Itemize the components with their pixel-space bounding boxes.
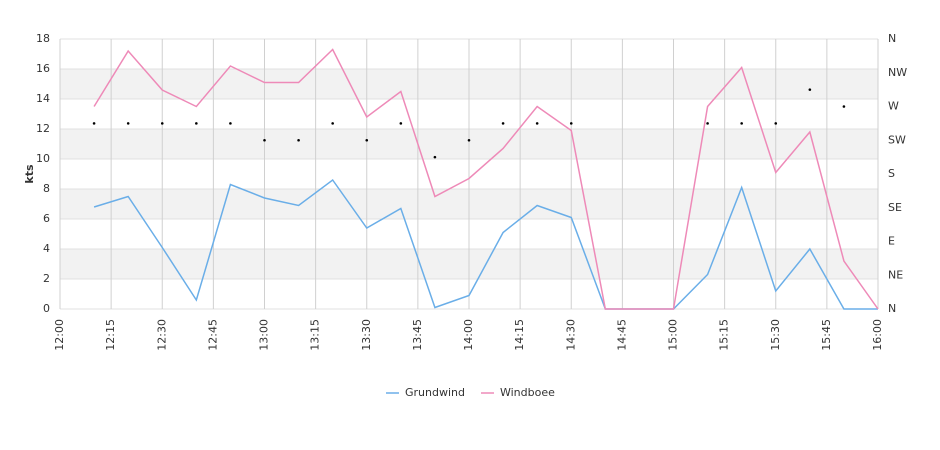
x-tick-label: 15:45: [820, 319, 833, 351]
x-tick-label: 12:30: [155, 319, 168, 351]
direction-dot: [535, 122, 539, 125]
direction-dot: [774, 122, 778, 125]
direction-dot: [195, 122, 198, 125]
legend-label: Windboee: [500, 386, 555, 399]
direction-dot: [331, 122, 334, 125]
direction-dot: [229, 122, 232, 125]
y-tick-label: 4: [43, 242, 50, 255]
legend: Grundwind Windboee: [386, 386, 555, 399]
x-tick-label: 15:15: [718, 319, 731, 351]
x-tick-label: 14:30: [564, 319, 577, 351]
x-tick-label: 14:15: [513, 319, 526, 351]
y-tick-label: 10: [36, 152, 50, 165]
y2-tick-label: W: [888, 100, 899, 113]
y2-tick-label: S: [888, 167, 895, 180]
y2-tick-label: NE: [888, 268, 903, 281]
x-tick-label: 15:00: [667, 319, 680, 351]
y-tick-label: 2: [43, 272, 50, 285]
direction-dot: [160, 122, 164, 125]
direction-dot: [501, 122, 505, 125]
x-tick-label: 12:15: [104, 319, 117, 351]
y-axis-label: kts: [23, 164, 36, 184]
legend-label: Grundwind: [405, 386, 465, 399]
series-line: [93, 48, 879, 310]
direction-dot: [126, 122, 130, 125]
x-tick-label: 15:30: [769, 319, 782, 351]
series-line: [93, 178, 878, 310]
y-tick-label: 8: [43, 182, 50, 195]
x-tick-label: 13:45: [411, 319, 424, 351]
y-tick-label: 18: [36, 32, 50, 45]
y2-tick-label: SE: [888, 201, 902, 214]
x-tick-label: 12:00: [53, 319, 66, 351]
y2-tick-label: SW: [888, 133, 906, 146]
y2-tick-label: N: [888, 32, 896, 45]
direction-dot: [706, 122, 709, 125]
x-tick-label: 13:30: [360, 319, 373, 351]
y-tick-label: 14: [36, 92, 50, 105]
y-tick-label: 0: [43, 302, 50, 315]
direction-dot: [467, 138, 471, 142]
x-tick-label: 13:15: [309, 319, 322, 351]
direction-dot: [433, 155, 437, 159]
y-tick-label: 6: [43, 212, 50, 225]
x-tick-label: 16:00: [871, 319, 884, 351]
direction-dot: [399, 122, 403, 125]
direction-dot: [263, 138, 266, 142]
direction-dot: [569, 122, 573, 125]
direction-dot: [842, 105, 846, 108]
y2-tick-label: E: [888, 235, 895, 248]
x-tick-label: 13:00: [258, 319, 271, 351]
direction-dot: [365, 138, 369, 142]
x-tick-label: 12:45: [206, 319, 219, 351]
direction-dot: [740, 122, 743, 125]
direction-dot: [297, 138, 300, 142]
direction-dot: [92, 122, 96, 125]
y2-tick-label: NW: [888, 66, 907, 79]
x-tick-label: 14:45: [615, 319, 628, 351]
y2-tick-label: N: [888, 302, 896, 315]
x-tick-label: 14:00: [462, 319, 475, 351]
y-tick-label: 12: [36, 122, 50, 135]
y-tick-label: 16: [36, 62, 50, 75]
direction-dot: [808, 88, 812, 91]
